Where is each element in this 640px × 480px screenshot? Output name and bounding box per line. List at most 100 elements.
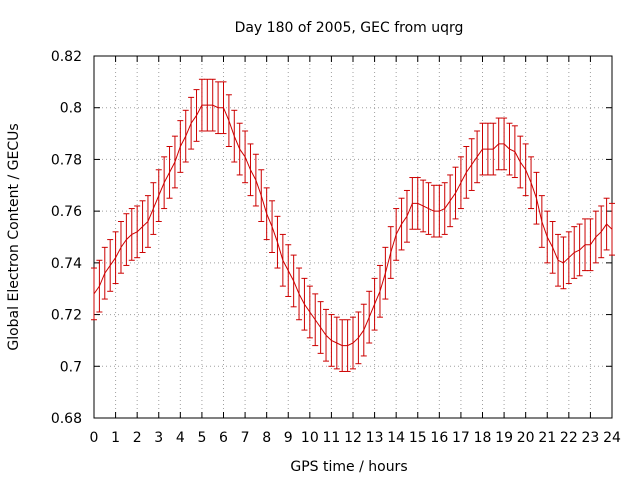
x-tick-label: 16 xyxy=(430,430,448,446)
x-tick-label: 4 xyxy=(176,430,185,446)
error-bar xyxy=(511,125,518,179)
x-tick-label: 22 xyxy=(560,430,578,446)
x-tick-label: 2 xyxy=(133,430,142,446)
error-bar xyxy=(528,156,535,210)
error-bar xyxy=(501,117,508,171)
error-bar xyxy=(533,171,540,225)
error-bar xyxy=(301,277,308,331)
x-tick-label: 14 xyxy=(387,430,405,446)
error-bar xyxy=(403,189,410,243)
y-tick-label: 0.82 xyxy=(51,49,82,65)
error-bar xyxy=(182,109,189,163)
error-bar xyxy=(376,264,383,318)
error-bar xyxy=(107,239,114,292)
y-tick-label: 0.78 xyxy=(51,152,82,168)
error-bar xyxy=(252,153,259,207)
error-bar xyxy=(204,78,211,132)
error-bar xyxy=(538,195,545,248)
error-bar xyxy=(296,267,303,321)
error-bar xyxy=(150,182,157,235)
error-bar xyxy=(312,293,319,347)
error-bar xyxy=(339,319,346,372)
error-bar xyxy=(468,138,475,191)
y-tick-label: 0.8 xyxy=(60,101,82,117)
error-bar xyxy=(279,233,286,287)
error-bar xyxy=(571,226,578,279)
error-bar xyxy=(587,218,594,272)
error-bar xyxy=(441,182,448,235)
error-bar xyxy=(517,135,524,189)
error-bar xyxy=(544,210,551,264)
error-bar xyxy=(215,81,222,135)
error-bar xyxy=(263,187,270,241)
error-bar xyxy=(155,169,162,222)
error-bar xyxy=(188,96,195,150)
x-tick-label: 6 xyxy=(219,430,228,446)
x-tick-label: 13 xyxy=(366,430,384,446)
error-bar xyxy=(506,122,513,176)
error-bar xyxy=(565,231,572,285)
data-series xyxy=(91,78,615,372)
x-tick-label: 15 xyxy=(409,430,427,446)
error-bar xyxy=(522,143,529,197)
series-line xyxy=(93,104,613,347)
error-bar xyxy=(457,156,464,210)
error-bar xyxy=(490,122,497,176)
error-bar xyxy=(592,210,599,264)
error-bar xyxy=(409,177,416,230)
error-bar xyxy=(355,311,362,365)
error-bar xyxy=(91,267,97,321)
error-bar xyxy=(177,120,184,173)
error-bar xyxy=(193,89,200,142)
error-bar xyxy=(366,290,373,344)
error-bar xyxy=(101,246,108,300)
x-tick-label: 23 xyxy=(582,430,600,446)
error-bar xyxy=(128,208,135,261)
error-bar xyxy=(495,117,502,171)
error-bar xyxy=(436,184,443,238)
error-bar xyxy=(382,246,389,300)
error-bar xyxy=(317,301,324,354)
error-bar xyxy=(425,182,432,235)
error-bar xyxy=(247,143,254,197)
x-tick-label: 3 xyxy=(154,430,163,446)
error-bar xyxy=(484,122,491,176)
error-bar xyxy=(560,236,567,290)
error-bar xyxy=(269,200,276,254)
error-bar xyxy=(236,122,243,176)
error-bar xyxy=(598,205,605,259)
axis-ticks xyxy=(93,55,613,419)
error-bar xyxy=(117,220,124,274)
x-tick-label: 7 xyxy=(241,430,250,446)
y-tick-label: 0.76 xyxy=(51,204,82,220)
error-bar xyxy=(393,208,400,261)
error-bar xyxy=(306,285,313,339)
x-tick-label: 10 xyxy=(301,430,319,446)
x-tick-label: 8 xyxy=(262,430,271,446)
error-bar xyxy=(333,316,340,370)
error-bar xyxy=(225,94,232,147)
error-bar xyxy=(350,316,356,370)
error-bar xyxy=(220,81,227,135)
x-tick-label: 9 xyxy=(284,430,293,446)
error-bar xyxy=(139,200,146,254)
y-tick-label: 0.7 xyxy=(60,359,82,375)
error-bar xyxy=(209,78,216,132)
x-tick-label: 0 xyxy=(90,430,99,446)
error-bar xyxy=(603,197,610,251)
error-bar xyxy=(285,244,292,297)
error-bar xyxy=(420,179,427,233)
error-bar xyxy=(123,213,130,266)
error-bar xyxy=(609,202,615,256)
error-bar xyxy=(479,122,486,176)
x-tick-label: 24 xyxy=(603,430,621,446)
x-tick-label: 5 xyxy=(197,430,206,446)
error-bar xyxy=(274,215,281,269)
tick-labels: 0 1 2 3 4 5 6 7 8 9 10 11 12 13 14 15 16 17 18 19 20 21 22 23 24… xyxy=(51,49,621,446)
error-bar xyxy=(360,303,367,357)
y-axis-label: Global Electron Content / GECUs xyxy=(6,123,22,350)
x-tick-label: 21 xyxy=(538,430,556,446)
x-tick-label: 12 xyxy=(344,430,362,446)
x-tick-label: 19 xyxy=(495,430,513,446)
